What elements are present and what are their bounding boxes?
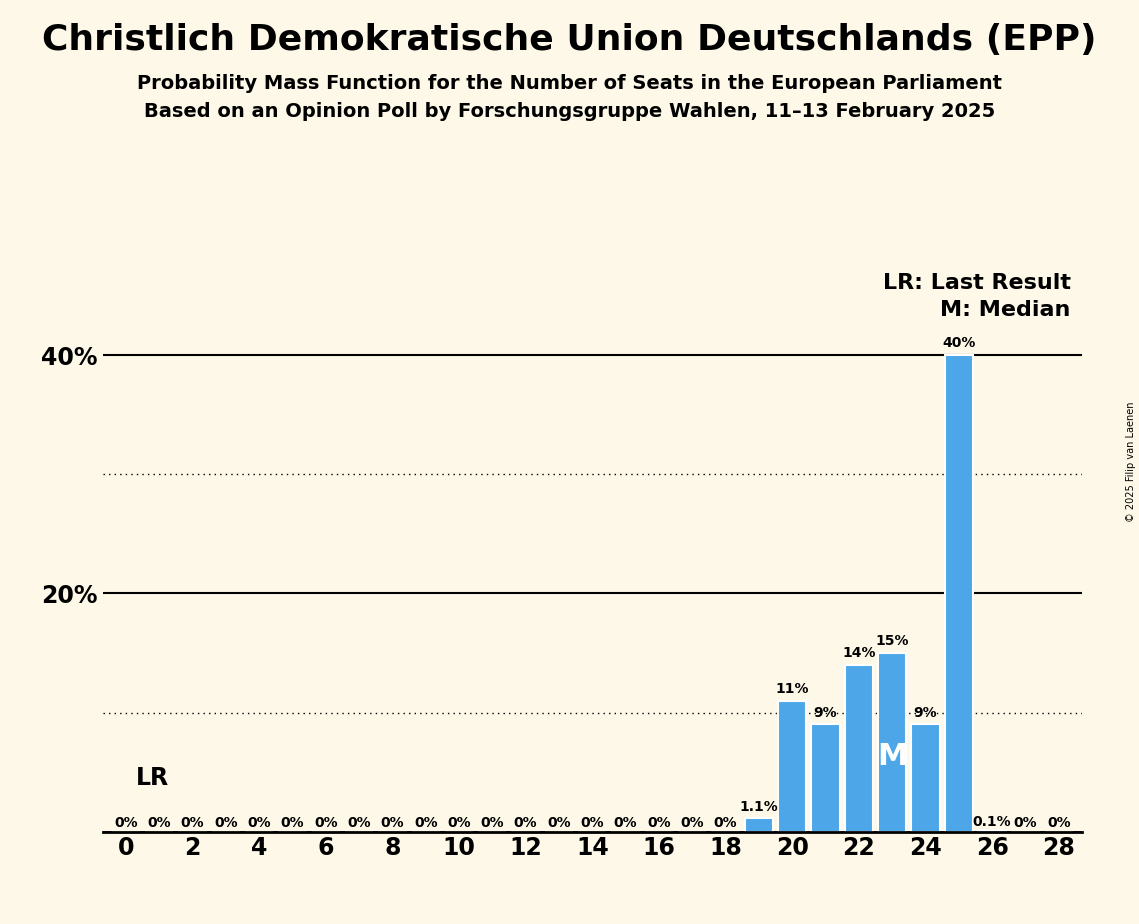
Text: 0%: 0% <box>481 817 505 831</box>
Text: 0%: 0% <box>214 817 238 831</box>
Text: 0%: 0% <box>581 817 604 831</box>
Text: 0%: 0% <box>614 817 638 831</box>
Text: 0%: 0% <box>347 817 371 831</box>
Bar <box>811 724 839 832</box>
Text: 0%: 0% <box>280 817 304 831</box>
Text: 0%: 0% <box>514 817 538 831</box>
Text: 0.1%: 0.1% <box>973 815 1011 829</box>
Text: LR: LR <box>136 766 169 790</box>
Text: 0%: 0% <box>181 817 204 831</box>
Text: 14%: 14% <box>842 646 876 660</box>
Text: 9%: 9% <box>913 706 937 720</box>
Text: 0%: 0% <box>247 817 271 831</box>
Text: 11%: 11% <box>776 682 809 696</box>
Text: 40%: 40% <box>942 336 975 350</box>
Text: © 2025 Filip van Laenen: © 2025 Filip van Laenen <box>1126 402 1136 522</box>
Text: 15%: 15% <box>876 634 909 649</box>
Text: 0%: 0% <box>1014 817 1038 831</box>
Text: LR: Last Result: LR: Last Result <box>883 273 1071 293</box>
Text: 0%: 0% <box>714 817 737 831</box>
Bar <box>878 653 907 832</box>
Text: Christlich Demokratische Union Deutschlands (EPP): Christlich Demokratische Union Deutschla… <box>42 23 1097 57</box>
Text: 0%: 0% <box>680 817 704 831</box>
Text: Based on an Opinion Poll by Forschungsgruppe Wahlen, 11–13 February 2025: Based on an Opinion Poll by Forschungsgr… <box>144 102 995 121</box>
Text: 0%: 0% <box>314 817 337 831</box>
Text: 0%: 0% <box>147 817 171 831</box>
Text: M: M <box>877 742 908 771</box>
Bar <box>944 355 973 832</box>
Bar <box>778 700 806 832</box>
Text: 0%: 0% <box>380 817 404 831</box>
Text: 0%: 0% <box>647 817 671 831</box>
Text: 0%: 0% <box>547 817 571 831</box>
Text: 0%: 0% <box>413 817 437 831</box>
Bar <box>978 831 1006 832</box>
Bar <box>745 819 773 832</box>
Bar <box>845 665 872 832</box>
Text: M: Median: M: Median <box>941 300 1071 321</box>
Text: 0%: 0% <box>114 817 138 831</box>
Text: 0%: 0% <box>1047 817 1071 831</box>
Text: Probability Mass Function for the Number of Seats in the European Parliament: Probability Mass Function for the Number… <box>137 74 1002 93</box>
Bar <box>911 724 940 832</box>
Text: 0%: 0% <box>448 817 470 831</box>
Text: 9%: 9% <box>813 706 837 720</box>
Text: 1.1%: 1.1% <box>739 800 778 814</box>
